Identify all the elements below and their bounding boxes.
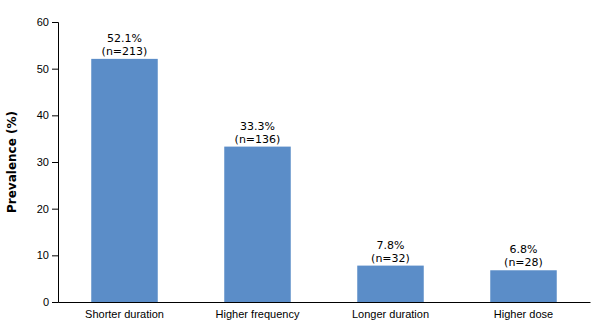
x-tick: Higher dose [494,308,553,320]
y-tick-label: 20 [37,203,49,215]
bar [490,270,557,302]
x-tick-label: Shorter duration [85,308,164,320]
y-tick-label: 0 [43,296,49,308]
y-tick: 20 [37,203,58,215]
y-tick-label: 40 [37,109,49,121]
bar [357,266,424,302]
x-tick-label: Longer duration [352,308,429,320]
count-label: (n=28) [504,256,543,269]
data-label: 52.1% [107,32,142,45]
data-label: 7.8% [377,239,405,252]
bar [224,147,291,302]
x-axis-line [59,302,591,303]
count-label: (n=32) [371,252,410,265]
y-tick-mark [52,302,58,303]
y-tick-label: 50 [37,63,49,75]
y-tick-mark [52,115,58,116]
y-tick-mark [52,69,58,70]
y-axis: 0 10 20 30 40 50 60 [37,16,59,308]
bar [91,59,158,302]
plot: 0 10 20 30 40 50 60 Shorter duration Higher freq… [37,16,591,320]
x-tick: Shorter duration [85,308,164,320]
y-tick: 10 [37,249,58,261]
y-tick-label: 10 [37,249,49,261]
y-axis-title: Prevalence (%) [5,111,19,213]
data-labels: 52.1%(n=213) 33.3%(n=136) 7.8%(n=32) 6.8%(n… [102,32,543,269]
x-tick-label: Higher frequency [216,308,300,320]
x-tick: Higher frequency [216,308,300,320]
count-label: (n=136) [235,133,281,146]
chart: 0 10 20 30 40 50 60 Shorter duration Higher freq… [0,0,606,332]
y-tick-label: 30 [37,156,49,168]
y-tick-mark [52,22,58,23]
x-tick: Longer duration [352,308,429,320]
y-tick: 0 [43,296,58,308]
data-label: 33.3% [240,120,275,133]
bars [91,59,557,302]
y-tick-mark [52,255,58,256]
x-axis: Shorter duration Higher frequency Longer d… [59,303,591,320]
y-tick-mark [52,162,58,163]
y-tick: 30 [37,156,58,168]
count-label: (n=213) [102,45,148,58]
y-tick-label: 60 [37,16,49,28]
y-axis-line [52,23,59,303]
y-tick: 50 [37,63,58,75]
x-tick-label: Higher dose [494,308,553,320]
y-tick-mark [52,209,58,210]
data-label: 6.8% [510,243,538,256]
y-tick: 40 [37,109,58,121]
y-tick: 60 [37,16,58,28]
